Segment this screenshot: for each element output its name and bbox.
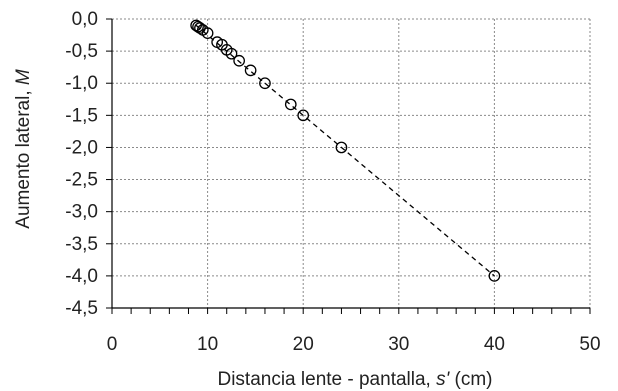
x-tick-label: 0 (107, 334, 118, 355)
y-tick-label: -1,5 (65, 105, 98, 126)
x-tick-label: 30 (388, 334, 409, 355)
x-tick-label: 20 (293, 334, 314, 355)
data-point (284, 98, 297, 111)
data-point (244, 64, 257, 77)
y-tick-label: -3,0 (65, 202, 98, 223)
x-axis-title: Distancia lente - pantalla, s' (cm) (217, 369, 492, 390)
y-tick-label: -0,5 (65, 41, 98, 62)
x-tick-label: 50 (579, 334, 600, 355)
y-tick-labels: 0,0 -0,5 -1,0 -1,5 -2,0 -2,5 -3,0 -3,5 -4,0 -4,5 (65, 9, 98, 319)
y-tick-label: -1,0 (65, 73, 98, 94)
y-axis-title: Aumento lateral, M (13, 69, 34, 229)
data-point (233, 54, 245, 67)
gridlines (112, 18, 591, 308)
x-tick-label: 10 (197, 334, 218, 355)
data-point (335, 141, 348, 154)
y-tick-label: -4,0 (65, 266, 98, 287)
y-tick-label: -3,5 (65, 234, 98, 255)
data-point (488, 270, 501, 282)
data-point (259, 77, 271, 90)
axes (106, 18, 591, 314)
data-point (297, 109, 310, 122)
data-point (201, 27, 214, 39)
y-tick-label: -4,5 (65, 298, 98, 319)
x-tick-label: 40 (484, 334, 505, 355)
x-tick-labels: 0 10 20 30 40 50 (107, 334, 601, 355)
y-tick-label: -2,5 (65, 170, 98, 191)
data-points (190, 19, 501, 282)
data-point (225, 47, 238, 60)
y-tick-label: 0,0 (72, 9, 98, 30)
y-tick-label: -2,0 (65, 137, 98, 158)
